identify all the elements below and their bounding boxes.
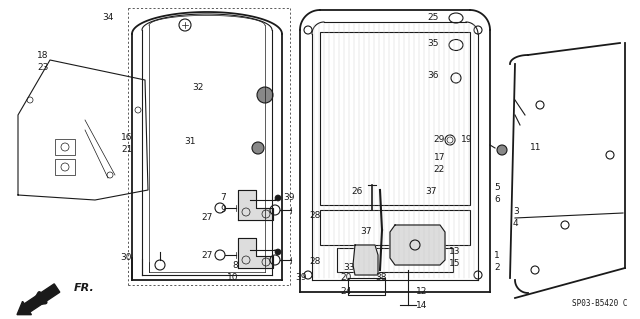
- Text: SP03-B5420 C: SP03-B5420 C: [573, 299, 628, 308]
- Bar: [337, 248, 453, 272]
- Text: 19: 19: [461, 136, 472, 145]
- Text: 2: 2: [494, 263, 500, 272]
- Text: 27: 27: [202, 213, 213, 222]
- Polygon shape: [353, 245, 378, 275]
- Circle shape: [497, 145, 507, 155]
- Text: 33: 33: [344, 263, 355, 272]
- Circle shape: [252, 142, 264, 154]
- Text: 39: 39: [295, 273, 307, 283]
- Text: 13: 13: [449, 248, 461, 256]
- Text: 39: 39: [283, 194, 294, 203]
- FancyArrow shape: [17, 284, 60, 315]
- Text: 21: 21: [122, 145, 132, 154]
- Circle shape: [275, 249, 281, 255]
- Text: 1: 1: [494, 250, 500, 259]
- Text: 38: 38: [375, 273, 387, 283]
- Text: 37: 37: [425, 188, 436, 197]
- Bar: [55, 159, 75, 175]
- Text: 35: 35: [427, 39, 438, 48]
- Text: 11: 11: [530, 144, 541, 152]
- Text: 30: 30: [120, 254, 132, 263]
- Circle shape: [275, 195, 281, 201]
- Text: 14: 14: [416, 300, 428, 309]
- Text: 10: 10: [227, 273, 238, 283]
- Text: 12: 12: [416, 287, 428, 296]
- Text: 17: 17: [433, 153, 445, 162]
- Text: 31: 31: [184, 137, 196, 146]
- Bar: [320, 32, 470, 205]
- Text: 22: 22: [434, 166, 445, 174]
- Bar: [55, 139, 75, 155]
- Polygon shape: [390, 225, 445, 265]
- Text: 29: 29: [434, 136, 445, 145]
- Text: 6: 6: [494, 196, 500, 204]
- Text: 23: 23: [37, 63, 49, 72]
- Bar: [320, 210, 470, 245]
- Circle shape: [257, 87, 273, 103]
- Text: 20: 20: [340, 273, 352, 283]
- Text: 18: 18: [37, 50, 49, 60]
- Text: 7: 7: [220, 194, 226, 203]
- Text: 15: 15: [449, 259, 461, 269]
- Text: 9: 9: [220, 205, 226, 214]
- Text: 8: 8: [232, 261, 238, 270]
- Text: 5: 5: [494, 183, 500, 192]
- Text: 26: 26: [351, 188, 363, 197]
- Polygon shape: [238, 238, 273, 268]
- Text: 3: 3: [513, 207, 519, 217]
- Polygon shape: [238, 190, 273, 220]
- Text: FR.: FR.: [74, 283, 95, 293]
- Text: 37: 37: [360, 227, 371, 236]
- Text: 27: 27: [202, 250, 213, 259]
- Text: 28: 28: [309, 257, 321, 266]
- Text: 28: 28: [309, 211, 321, 219]
- Text: 24: 24: [340, 287, 352, 296]
- Text: 34: 34: [102, 13, 114, 23]
- Text: 36: 36: [427, 70, 438, 79]
- Text: 4: 4: [513, 219, 518, 228]
- Text: 16: 16: [121, 133, 132, 143]
- Text: 25: 25: [427, 13, 438, 23]
- Text: 32: 32: [192, 84, 204, 93]
